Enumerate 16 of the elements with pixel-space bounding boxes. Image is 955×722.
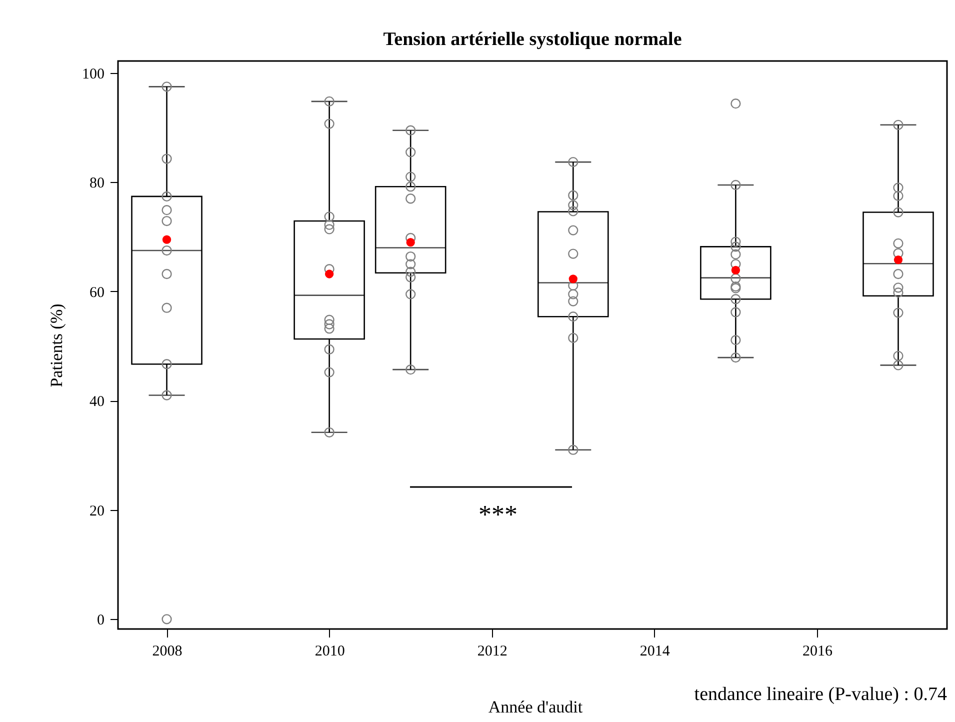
y-tick-label: 20 (90, 503, 104, 520)
x-tick-label: 2014 (640, 644, 670, 660)
annotation: *** (478, 500, 518, 529)
x-tick-label: 2010 (314, 644, 345, 660)
y-tick-label: 60 (90, 284, 104, 301)
x-tick-label: 2012 (477, 644, 508, 660)
y-tick-label: 80 (90, 176, 104, 192)
chart-title: Tension artérielle systolique normale (383, 29, 682, 50)
y-tick-label: 40 (90, 394, 104, 410)
text: tendance lineaire (P-value) : 0.74 (694, 684, 948, 705)
x-tick-label: 2008 (152, 644, 182, 660)
x-axis-title: Année d'audit (488, 698, 583, 716)
y-tick-label: 100 (82, 66, 104, 83)
y-tick-label: 0 (97, 612, 104, 629)
y-axis-title: Patients (%) (47, 304, 66, 388)
x-tick-label: 2016 (802, 644, 833, 660)
